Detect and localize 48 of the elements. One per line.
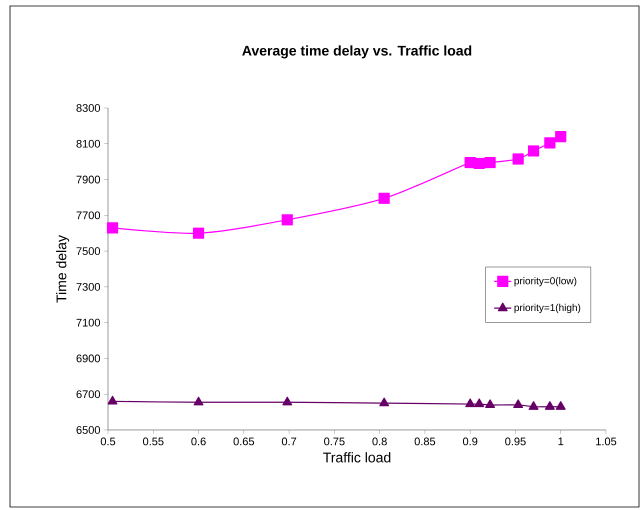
x-tick-label: 0.7 — [282, 438, 296, 446]
x-axis-title: Traffic load — [323, 452, 390, 462]
x-tick-label: 0.8 — [372, 438, 387, 446]
y-tick-label: 7700 — [76, 211, 100, 220]
x-tick-label: 0.65 — [234, 438, 254, 446]
point — [465, 398, 476, 408]
y-tick-label: 8100 — [76, 140, 100, 148]
point — [556, 401, 566, 410]
point — [512, 153, 524, 165]
y-tick-label: 6700 — [76, 390, 100, 398]
y-tick-label: 7300 — [76, 282, 100, 291]
point — [474, 398, 484, 408]
x-tick-label: 0.95 — [505, 438, 526, 446]
y-tick-label: 8300 — [76, 104, 100, 112]
point — [282, 396, 292, 406]
y-tick-label: 7900 — [76, 176, 100, 184]
y-tick-label: 6500 — [76, 426, 100, 434]
point — [544, 401, 555, 410]
y-axis-title: Time delay — [56, 235, 70, 303]
point — [106, 222, 118, 234]
point — [555, 131, 566, 142]
x-tick-label: 1 — [558, 438, 564, 446]
point — [379, 398, 390, 406]
y-tick-label: 6900 — [76, 354, 100, 362]
point — [528, 401, 538, 410]
point — [484, 156, 496, 168]
chart-title: Average time delay vs. Traffic load — [242, 45, 472, 58]
point — [108, 396, 118, 404]
point — [485, 399, 496, 408]
point — [544, 137, 556, 148]
point — [474, 158, 485, 170]
x-tick-label: 0.55 — [143, 438, 164, 446]
point — [194, 396, 204, 406]
x-tick-label: 0.5 — [100, 438, 116, 446]
x-tick-label: 0.75 — [324, 438, 345, 446]
point — [378, 192, 390, 204]
x-tick-label: 1.05 — [596, 438, 616, 446]
y-tick-label: 7500 — [76, 247, 100, 255]
point — [192, 228, 204, 239]
x-tick-label: 0.85 — [414, 438, 436, 446]
point — [528, 145, 540, 157]
x-tick-label: 0.6 — [191, 438, 206, 446]
legend-label: priority=1(high) — [514, 304, 580, 314]
x-tick-label: 0.9 — [462, 438, 478, 446]
y-tick-label: 7100 — [76, 318, 100, 327]
point — [513, 399, 524, 408]
legend-label: priority=0(low) — [514, 277, 576, 286]
point — [282, 214, 293, 226]
